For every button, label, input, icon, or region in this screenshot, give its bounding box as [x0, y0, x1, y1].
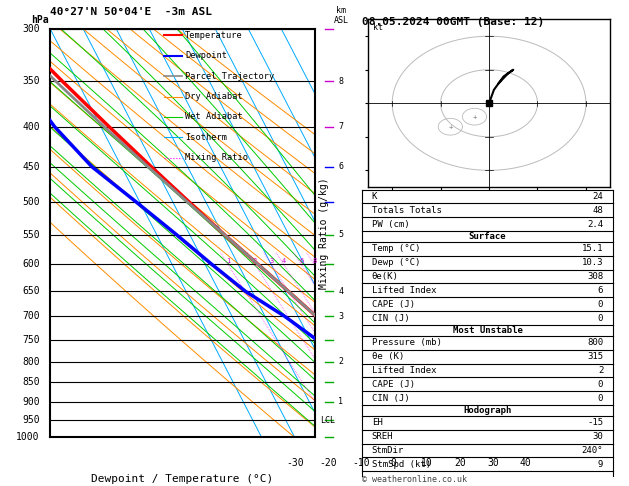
Text: +: +	[448, 124, 452, 130]
Text: 600: 600	[22, 259, 40, 269]
Text: 2: 2	[253, 258, 257, 264]
Text: 7: 7	[338, 122, 343, 131]
Text: 0: 0	[598, 380, 603, 389]
Text: Dewp (°C): Dewp (°C)	[372, 258, 420, 267]
Text: 10: 10	[421, 458, 433, 468]
Text: Most Unstable: Most Unstable	[452, 326, 523, 335]
Text: 4: 4	[338, 287, 343, 296]
Text: 3: 3	[269, 258, 274, 264]
Text: 800: 800	[587, 338, 603, 347]
Text: Dewpoint: Dewpoint	[185, 51, 227, 60]
Text: km
ASL: km ASL	[333, 6, 348, 25]
Text: 0: 0	[598, 314, 603, 323]
Text: Temp (°C): Temp (°C)	[372, 244, 420, 253]
Text: 08.05.2024 00GMT (Base: 12): 08.05.2024 00GMT (Base: 12)	[362, 17, 544, 27]
Text: 15.1: 15.1	[582, 244, 603, 253]
Text: 800: 800	[22, 357, 40, 367]
Text: Dry Adiabat: Dry Adiabat	[185, 92, 243, 101]
Text: 2: 2	[598, 366, 603, 375]
Text: Wet Adiabat: Wet Adiabat	[185, 112, 243, 122]
Text: 4: 4	[281, 258, 286, 264]
Text: +: +	[472, 114, 477, 120]
Text: 850: 850	[22, 377, 40, 387]
Text: 3: 3	[338, 312, 343, 321]
Text: Dewpoint / Temperature (°C): Dewpoint / Temperature (°C)	[91, 474, 274, 484]
Text: 900: 900	[22, 397, 40, 407]
Text: 5: 5	[338, 230, 343, 239]
Text: 9: 9	[598, 460, 603, 469]
Text: 0: 0	[391, 458, 397, 468]
Text: Lifted Index: Lifted Index	[372, 286, 437, 295]
Text: -10: -10	[352, 458, 370, 468]
Text: Mixing Ratio: Mixing Ratio	[185, 153, 248, 162]
Text: PW (cm): PW (cm)	[372, 220, 409, 229]
Text: CIN (J): CIN (J)	[372, 394, 409, 403]
Text: 450: 450	[22, 162, 40, 172]
Text: StmSpd (kt): StmSpd (kt)	[372, 460, 431, 469]
Text: 2: 2	[338, 357, 343, 366]
Text: Surface: Surface	[469, 232, 506, 241]
Text: -30: -30	[286, 458, 304, 468]
Text: 1: 1	[338, 397, 343, 406]
Text: 24: 24	[593, 192, 603, 201]
Text: SREH: SREH	[372, 432, 393, 441]
Text: 8: 8	[312, 258, 316, 264]
Text: Lifted Index: Lifted Index	[372, 366, 437, 375]
Text: 1: 1	[226, 258, 230, 264]
Text: 308: 308	[587, 272, 603, 281]
Text: 40°27'N 50°04'E  -3m ASL: 40°27'N 50°04'E -3m ASL	[50, 7, 213, 17]
Text: 30: 30	[487, 458, 499, 468]
Text: Mixing Ratio (g/kg): Mixing Ratio (g/kg)	[319, 177, 329, 289]
Text: θe (K): θe (K)	[372, 352, 404, 361]
Text: 950: 950	[22, 415, 40, 425]
Text: K: K	[372, 192, 377, 201]
Text: 2.4: 2.4	[587, 220, 603, 229]
Text: Totals Totals: Totals Totals	[372, 206, 442, 215]
Text: 550: 550	[22, 230, 40, 240]
Text: StmDir: StmDir	[372, 446, 404, 455]
Text: 240°: 240°	[582, 446, 603, 455]
Text: 300: 300	[22, 24, 40, 34]
Text: 30: 30	[593, 432, 603, 441]
Text: 0: 0	[598, 394, 603, 403]
Text: kt: kt	[373, 23, 383, 32]
Text: 6: 6	[299, 258, 303, 264]
Text: 8: 8	[338, 77, 343, 86]
Text: 0: 0	[598, 300, 603, 309]
Text: EH: EH	[372, 418, 382, 427]
Text: Parcel Trajectory: Parcel Trajectory	[185, 71, 274, 81]
Text: Temperature: Temperature	[185, 31, 243, 40]
Text: 650: 650	[22, 286, 40, 296]
Text: Hodograph: Hodograph	[464, 406, 511, 415]
Text: hPa: hPa	[31, 15, 48, 25]
Text: 1000: 1000	[16, 433, 40, 442]
Text: LCL: LCL	[320, 416, 335, 424]
Text: 40: 40	[520, 458, 532, 468]
Text: 48: 48	[593, 206, 603, 215]
Text: CIN (J): CIN (J)	[372, 314, 409, 323]
Text: © weatheronline.co.uk: © weatheronline.co.uk	[362, 474, 467, 484]
Text: 400: 400	[22, 122, 40, 132]
Text: 750: 750	[22, 335, 40, 345]
Text: 6: 6	[338, 162, 343, 171]
Text: CAPE (J): CAPE (J)	[372, 380, 415, 389]
Text: Pressure (mb): Pressure (mb)	[372, 338, 442, 347]
Text: CAPE (J): CAPE (J)	[372, 300, 415, 309]
Text: 6: 6	[598, 286, 603, 295]
Text: 10.3: 10.3	[582, 258, 603, 267]
Text: 20: 20	[454, 458, 465, 468]
Text: 500: 500	[22, 197, 40, 208]
Text: 700: 700	[22, 312, 40, 321]
Text: -15: -15	[587, 418, 603, 427]
Text: -20: -20	[319, 458, 337, 468]
Text: 350: 350	[22, 76, 40, 87]
Text: Isotherm: Isotherm	[185, 133, 227, 142]
Text: 315: 315	[587, 352, 603, 361]
Text: θe(K): θe(K)	[372, 272, 399, 281]
